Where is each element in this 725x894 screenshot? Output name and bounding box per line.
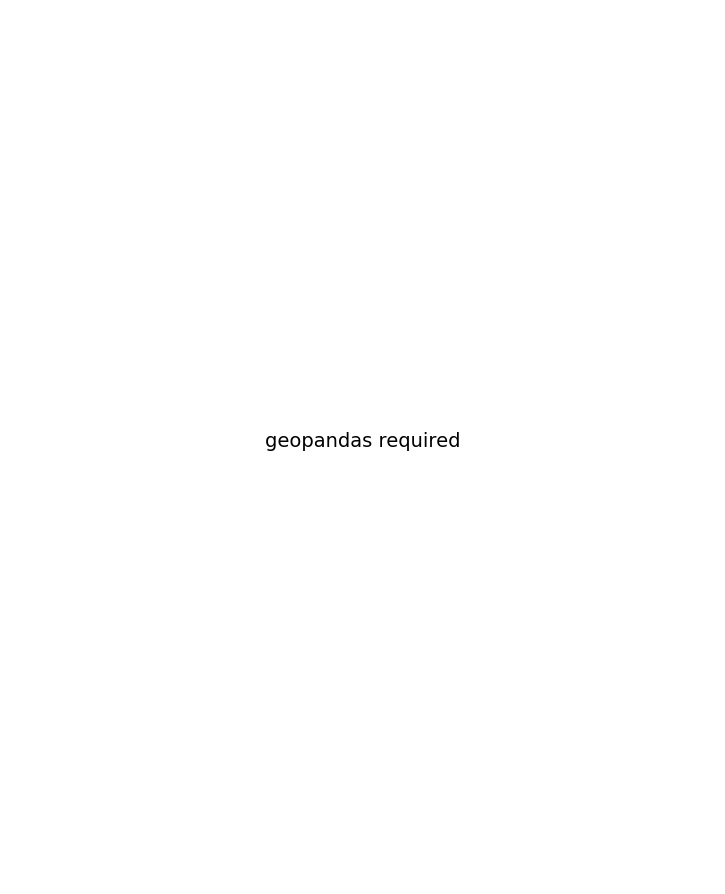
- Text: geopandas required: geopandas required: [265, 432, 460, 451]
